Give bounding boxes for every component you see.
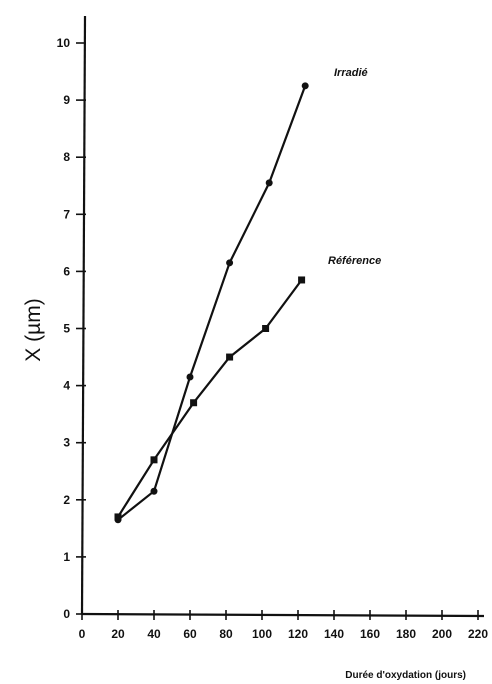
data-point <box>226 259 234 267</box>
x-tick-label: 80 <box>219 627 233 641</box>
data-point <box>298 276 306 284</box>
y-tick-label: 5 <box>63 322 70 336</box>
series-irradie <box>114 82 309 524</box>
y-tick-label: 0 <box>63 607 70 621</box>
x-axis-label: Durée d'oxydation (jours) <box>345 670 466 681</box>
y-tick-label: 9 <box>63 93 70 107</box>
y-tick-label: 10 <box>57 36 71 50</box>
y-tick-label: 3 <box>63 436 70 450</box>
data-point <box>114 513 122 521</box>
x-tick-label: 200 <box>432 627 452 641</box>
series-layer <box>114 82 309 524</box>
series-line <box>117 279 303 518</box>
series-line <box>117 85 307 521</box>
data-point <box>265 179 273 187</box>
data-point <box>301 82 309 90</box>
y-tick-label: 8 <box>63 150 70 164</box>
data-point <box>190 399 198 407</box>
x-tick-label: 0 <box>79 627 86 641</box>
data-point <box>186 373 194 381</box>
y-axis-line <box>80 15 87 615</box>
x-axis: 0 20 40 60 80 100 120 140 160 180 200 220 <box>79 610 488 641</box>
y-axis: 0 1 2 3 4 5 6 7 8 9 10 <box>57 15 87 621</box>
x-tick-label: 20 <box>111 627 125 641</box>
y-tick-label: 2 <box>63 493 70 507</box>
x-tick-label: 160 <box>360 627 380 641</box>
x-tick-label: 120 <box>288 627 308 641</box>
x-tick-label: 180 <box>396 627 416 641</box>
y-tick-label: 7 <box>63 207 70 221</box>
x-tick-label: 40 <box>147 627 161 641</box>
x-tick-label: 140 <box>324 627 344 641</box>
data-point <box>150 487 158 495</box>
x-tick-label: 220 <box>468 627 488 641</box>
series-reference <box>114 276 306 521</box>
y-axis-label: X (µm) <box>22 298 45 361</box>
y-tick-label: 6 <box>63 264 70 278</box>
y-tick-label: 4 <box>63 379 70 393</box>
x-axis-line <box>81 612 485 618</box>
series-label-irradie: Irradié <box>334 67 368 79</box>
series-label-reference: Référence <box>328 255 381 267</box>
data-point <box>226 353 234 361</box>
y-tick-label: 1 <box>63 550 70 564</box>
x-tick-label: 60 <box>183 627 197 641</box>
data-point <box>262 325 270 332</box>
data-point <box>150 456 158 464</box>
x-tick-label: 100 <box>252 627 272 641</box>
